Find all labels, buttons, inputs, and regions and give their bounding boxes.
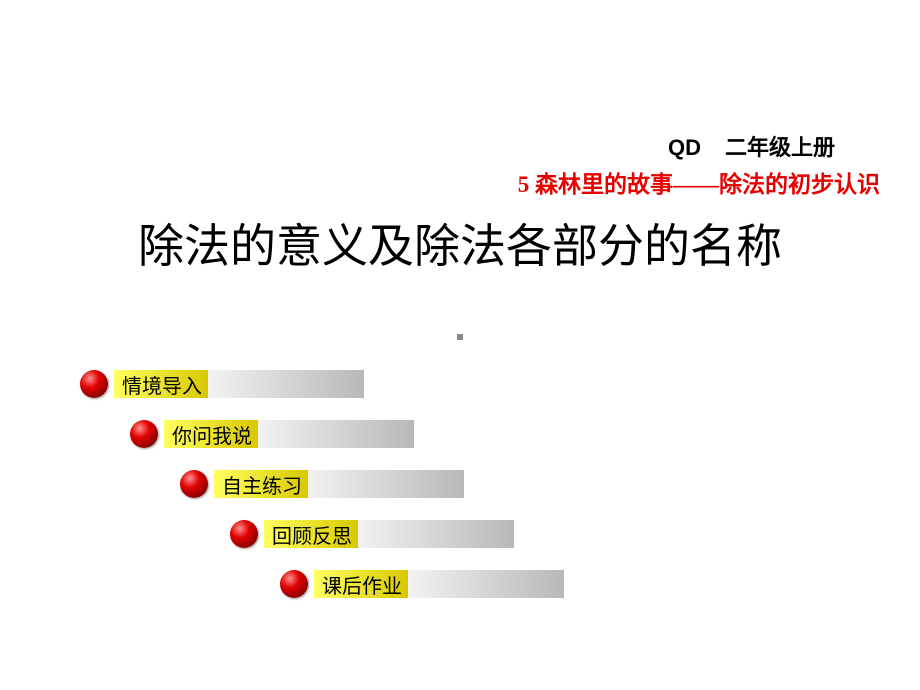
bullet-icon bbox=[280, 570, 308, 598]
header-line: QD 二年级上册 bbox=[668, 130, 835, 162]
menu-item[interactable]: 回顾反思 bbox=[230, 520, 564, 548]
chapter-subtitle: 5 森林里的故事——除法的初步认识 bbox=[518, 165, 880, 199]
menu-item-label: 自主练习 bbox=[214, 470, 464, 498]
menu-item-label: 回顾反思 bbox=[264, 520, 514, 548]
menu-item-label: 情境导入 bbox=[114, 370, 364, 398]
menu-item-label: 课后作业 bbox=[314, 570, 564, 598]
slide-title: 除法的意义及除法各部分的名称 bbox=[0, 210, 920, 276]
navigation-menu: 情境导入你问我说自主练习回顾反思课后作业 bbox=[80, 370, 564, 620]
bullet-icon bbox=[130, 420, 158, 448]
menu-item[interactable]: 自主练习 bbox=[180, 470, 564, 498]
bullet-icon bbox=[80, 370, 108, 398]
menu-item[interactable]: 课后作业 bbox=[280, 570, 564, 598]
bullet-icon bbox=[230, 520, 258, 548]
header-grade: 二年级上册 bbox=[725, 135, 835, 160]
bullet-icon bbox=[180, 470, 208, 498]
menu-item-label: 你问我说 bbox=[164, 420, 414, 448]
menu-item[interactable]: 情境导入 bbox=[80, 370, 564, 398]
menu-item[interactable]: 你问我说 bbox=[130, 420, 564, 448]
header-code: QD bbox=[668, 135, 701, 160]
page-indicator-dot bbox=[457, 334, 463, 340]
